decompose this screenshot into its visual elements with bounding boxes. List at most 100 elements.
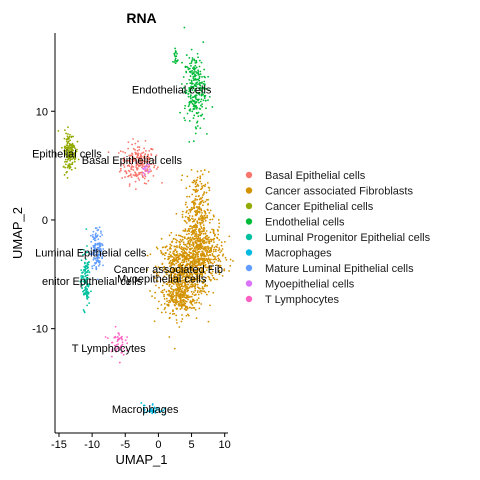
data-point [194, 74, 196, 77]
data-point [168, 257, 170, 260]
data-point [142, 407, 145, 410]
data-point [194, 64, 197, 67]
data-point [124, 176, 126, 179]
data-point [196, 276, 199, 279]
data-point [185, 211, 188, 214]
data-point [81, 284, 84, 287]
data-point [161, 289, 164, 292]
data-point [85, 291, 87, 294]
data-point [215, 258, 217, 261]
data-point [195, 185, 198, 187]
data-point [193, 78, 196, 81]
data-point [186, 290, 189, 293]
data-point [116, 345, 119, 348]
data-point [202, 287, 205, 290]
data-point [65, 163, 67, 166]
data-point [194, 223, 197, 226]
data-point [175, 257, 178, 260]
data-point [188, 264, 191, 267]
data-point [117, 343, 119, 345]
data-point [199, 84, 202, 87]
data-point [205, 198, 208, 201]
data-point [198, 307, 201, 310]
data-point [180, 179, 183, 181]
x-tick-label: -15 [51, 439, 67, 451]
data-point [73, 158, 76, 161]
data-point [134, 188, 137, 191]
data-point [184, 264, 187, 267]
data-point [127, 141, 130, 144]
data-point [168, 290, 171, 293]
data-point [200, 303, 203, 305]
data-point [150, 170, 152, 172]
data-point [184, 284, 186, 287]
data-point [195, 210, 198, 212]
data-point [177, 272, 180, 275]
data-point [191, 278, 194, 281]
data-point [198, 250, 201, 253]
data-point [213, 278, 216, 281]
data-point [198, 279, 200, 282]
data-point [192, 277, 195, 280]
data-point [160, 303, 163, 306]
data-point [207, 260, 210, 263]
data-point [194, 308, 197, 311]
data-point [196, 91, 198, 94]
data-point [185, 89, 188, 92]
data-point [97, 254, 100, 257]
data-point [168, 271, 171, 273]
data-point [126, 336, 128, 339]
data-point [201, 245, 204, 248]
data-point [193, 58, 195, 61]
data-point [102, 248, 105, 250]
data-point [69, 166, 72, 169]
data-point [186, 275, 189, 278]
data-point [160, 311, 163, 314]
data-point [207, 247, 209, 250]
data-point [195, 231, 197, 233]
data-point [94, 242, 97, 245]
data-point [143, 177, 146, 180]
data-point [214, 256, 217, 259]
data-point [179, 243, 182, 246]
data-point [145, 182, 148, 185]
data-point [196, 283, 199, 286]
data-point [181, 248, 184, 251]
data-point [184, 243, 187, 246]
data-point [192, 225, 194, 228]
data-point [185, 187, 188, 190]
data-point [204, 200, 207, 203]
data-point [70, 152, 72, 154]
data-point [155, 154, 158, 157]
data-point [183, 296, 186, 299]
data-point [177, 274, 179, 276]
data-point [135, 166, 138, 168]
data-point [171, 313, 174, 315]
data-point [180, 261, 183, 264]
data-point [113, 336, 116, 339]
cluster-label: Basal Epithelial cells [82, 155, 183, 167]
data-point [205, 293, 208, 296]
data-point [192, 201, 195, 204]
data-point [190, 268, 193, 270]
data-point [185, 287, 187, 290]
data-point [199, 127, 202, 129]
data-point [191, 236, 194, 239]
data-point [191, 304, 194, 306]
data-point [196, 81, 199, 84]
data-point [207, 262, 210, 265]
data-point [196, 179, 198, 181]
data-point [206, 235, 209, 237]
data-point [71, 153, 74, 156]
data-point [172, 238, 175, 240]
data-point [127, 159, 130, 162]
data-point [218, 226, 220, 228]
data-point [84, 275, 87, 278]
data-point [154, 284, 157, 287]
data-point [66, 144, 69, 147]
data-point [173, 280, 176, 283]
data-point [208, 276, 211, 279]
data-point [193, 261, 196, 264]
data-point [175, 60, 178, 62]
data-point [170, 264, 173, 267]
